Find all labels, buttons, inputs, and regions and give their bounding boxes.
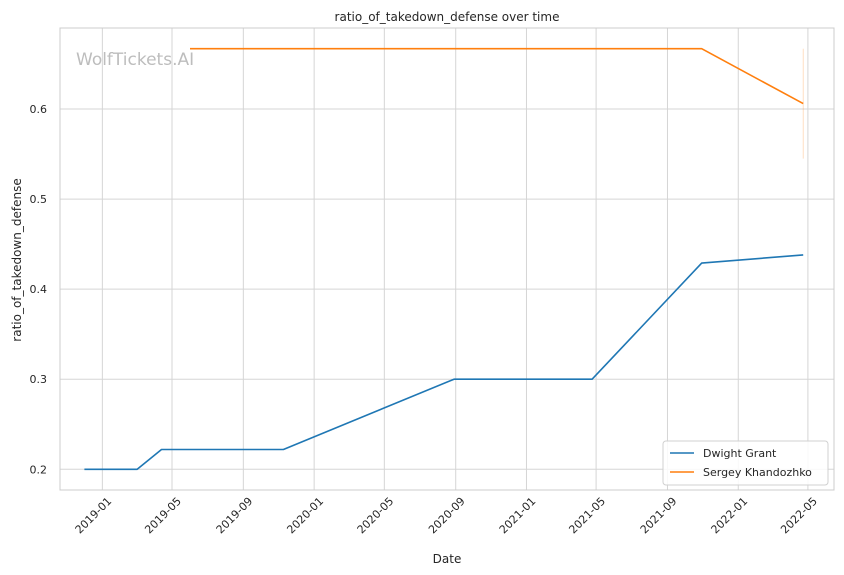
- x-tick-label: 2020-05: [355, 495, 397, 537]
- x-tick-label: 2019-09: [214, 495, 256, 537]
- series-line-1: [190, 47, 804, 105]
- y-tick-label: 0.4: [30, 283, 48, 296]
- y-tick-label: 0.2: [30, 463, 48, 476]
- series-line-0: [84, 254, 804, 471]
- legend: Dwight Grant Sergey Khandozhko: [662, 440, 829, 486]
- plot-frame: [59, 27, 835, 491]
- x-tick-label: 2022-01: [709, 495, 751, 537]
- x-axis-title: Date: [433, 552, 462, 566]
- legend-label: Dwight Grant: [703, 447, 777, 460]
- x-tick-label: 2020-09: [426, 495, 468, 537]
- x-tick-label: 2019-01: [73, 495, 115, 537]
- legend-box: [662, 440, 829, 486]
- series-layer: [84, 47, 804, 471]
- x-tick-label: 2020-01: [284, 495, 326, 537]
- x-tick-label: 2022-05: [778, 495, 820, 537]
- watermark-text: WolfTickets.AI: [76, 50, 194, 70]
- y-tick-label: 0.6: [30, 103, 48, 116]
- y-tick-label: 0.5: [30, 193, 48, 206]
- legend-label: Sergey Khandozhko: [703, 466, 812, 479]
- x-tick-label: 2021-09: [638, 495, 680, 537]
- x-tick-label: 2019-05: [142, 495, 184, 537]
- x-axis-ticks: 2019-01 2019-05 2019-09 2020-01 2020-05 2020-…: [73, 495, 820, 537]
- grid: [60, 28, 834, 490]
- x-tick-label: 2021-01: [497, 495, 539, 537]
- y-axis-ticks: 0.2 0.3 0.4 0.5 0.6: [30, 103, 48, 476]
- x-tick-label: 2021-05: [566, 495, 608, 537]
- y-axis-title: ratio_of_takedown_defense: [10, 178, 24, 341]
- chart-title: ratio_of_takedown_defense over time: [335, 10, 560, 24]
- y-tick-label: 0.3: [30, 373, 48, 386]
